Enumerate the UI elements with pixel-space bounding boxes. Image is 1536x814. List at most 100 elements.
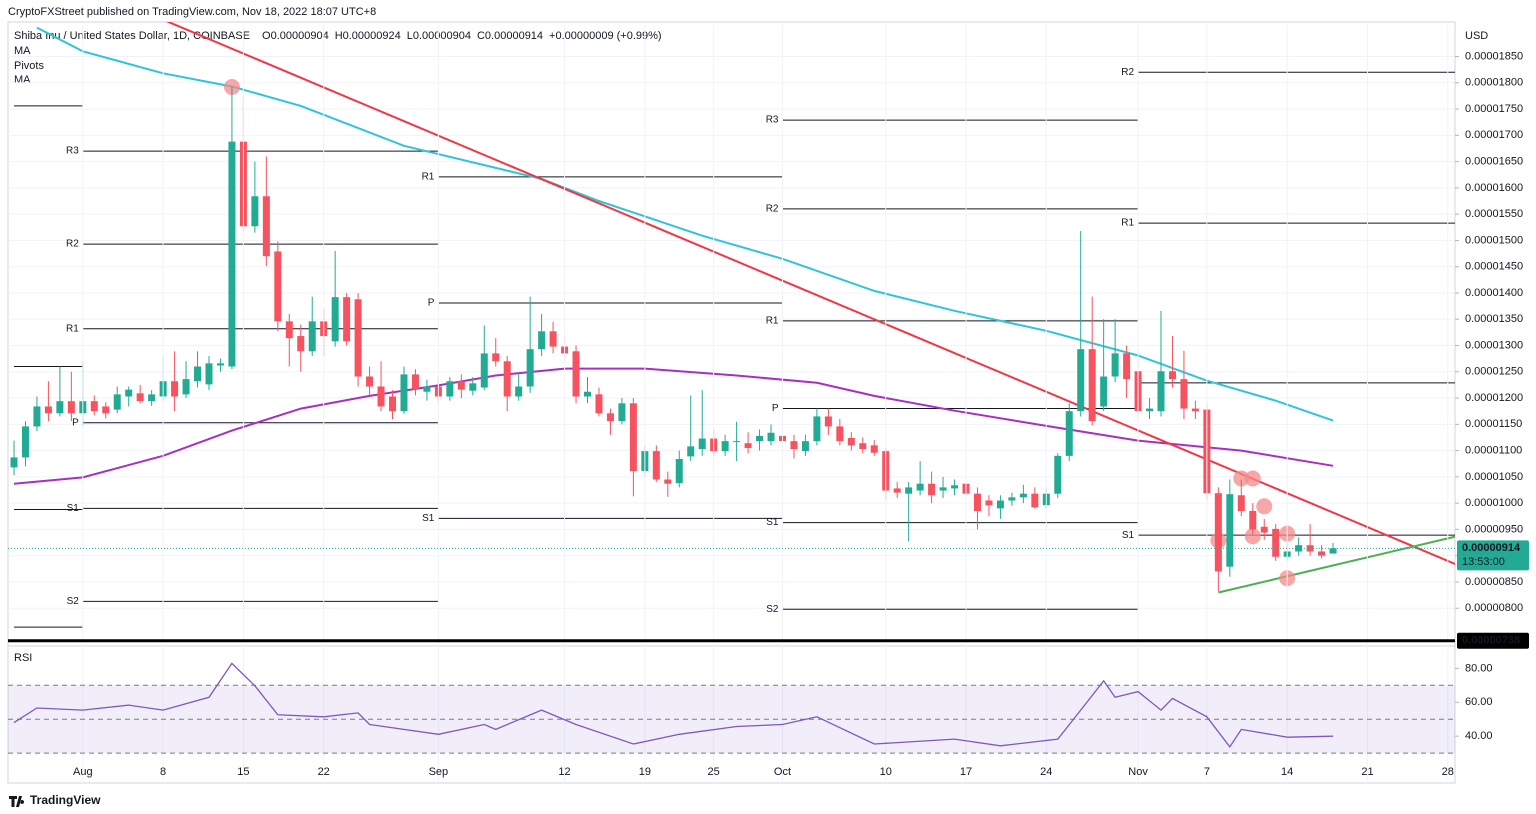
x-tick-label: 15 [237, 766, 249, 778]
candle-body [836, 426, 844, 442]
candle-body [629, 403, 637, 472]
y-tick-label: 0.00001700 [1465, 129, 1523, 141]
y-tick-label: 0.00001550 [1465, 208, 1523, 220]
candle-body [939, 487, 947, 491]
pivot-label: S1 [1122, 530, 1135, 541]
candle-body [33, 406, 41, 427]
rsi-line [13, 662, 1334, 749]
ohlc-value: O0.00000904 [262, 30, 329, 42]
rsi-title: RSI [14, 652, 32, 664]
candle-body [1237, 495, 1245, 512]
x-tick-label: 10 [880, 766, 892, 778]
candle-body [526, 349, 534, 387]
y-tick-label: 0.00001450 [1465, 261, 1523, 273]
candle-body [1123, 353, 1131, 380]
x-tick-label: 12 [558, 766, 570, 778]
candle-body [411, 374, 419, 390]
pivot-label: R1 [422, 171, 435, 182]
highlight [1233, 470, 1250, 487]
x-tick-label: Oct [774, 766, 791, 778]
candle-body [687, 446, 695, 457]
brand-name: TradingView [30, 793, 101, 807]
y-tick-label: 0.00001250 [1465, 366, 1523, 378]
candle-body [859, 443, 867, 450]
countdown: 13:53:00 [1462, 556, 1505, 568]
candle-body [10, 457, 18, 468]
y-tick-label: 0.00001350 [1465, 313, 1523, 325]
frame [7, 21, 1456, 784]
y-tick-label: 0.00001600 [1465, 182, 1523, 194]
candle-body [824, 416, 832, 427]
candle-body [503, 361, 511, 397]
candle-body [916, 483, 924, 491]
rsi-tick-label: 60.00 [1465, 696, 1493, 708]
pivot-label: P [72, 417, 79, 428]
candle-body [469, 383, 477, 391]
candle-body [285, 321, 293, 339]
x-tick-label: Sep [429, 766, 449, 778]
candle-body [251, 196, 259, 227]
y-tick-label: 0.00001000 [1465, 497, 1523, 509]
rsi-tick-label: 80.00 [1465, 662, 1493, 674]
candle-body [572, 351, 580, 397]
x-tick-label: 25 [708, 766, 720, 778]
x-tick-label: Aug [73, 766, 93, 778]
candle-body [480, 353, 488, 388]
y-tick-label: 0.00001050 [1465, 471, 1523, 483]
y-tick-label: 0.00000800 [1465, 602, 1523, 614]
x-tick-label: 17 [960, 766, 972, 778]
candle-body [389, 396, 397, 412]
x-tick-label: 24 [1040, 766, 1052, 778]
trendline [1218, 535, 1455, 594]
candle-body [1031, 493, 1039, 508]
pivot-label: P [772, 403, 779, 414]
candle-body [1077, 349, 1085, 412]
moving-average [13, 367, 1334, 485]
symbol: Shiba Inu / United States Dollar, 1D, CO… [14, 30, 250, 42]
y-tick-label: 0.00001300 [1465, 339, 1523, 351]
pivot-label: R2 [66, 239, 79, 250]
pivot-label: R2 [1121, 67, 1134, 78]
candle-body [400, 374, 408, 412]
y-tick-label: 0.00001100 [1465, 444, 1522, 456]
x-tick-label: 19 [639, 766, 651, 778]
candle-body [744, 443, 752, 448]
candle-body [274, 251, 282, 322]
pivot-label: R2 [766, 204, 779, 215]
candle-body [1260, 526, 1268, 533]
candle-body [194, 366, 202, 382]
legend-item: MA [14, 74, 31, 86]
candle-body [125, 389, 133, 397]
candle-body [102, 406, 110, 414]
candle-body [767, 432, 775, 442]
candle-body [606, 413, 614, 422]
candle-body [297, 336, 305, 352]
pivot-label: R1 [66, 323, 79, 334]
candle-body [366, 376, 374, 387]
candle-body [595, 394, 603, 414]
candle-body [928, 483, 936, 496]
candle-body [1146, 408, 1154, 412]
candle-body [756, 435, 764, 442]
candle-body [343, 297, 351, 342]
rsi-pane [8, 662, 1455, 754]
low-label: 0.00000738 [1462, 635, 1520, 647]
brand: TradingView [9, 793, 101, 807]
x-tick-label: 14 [1281, 766, 1293, 778]
candle-body [847, 437, 855, 446]
candle-body [698, 438, 706, 450]
candle-body [985, 500, 993, 506]
pivot-label: S1 [766, 517, 779, 528]
candle-body [354, 299, 362, 377]
y-tick-label: 0.00001200 [1465, 392, 1523, 404]
y-tick-label: 0.00001650 [1465, 156, 1523, 168]
candle-body [905, 487, 913, 494]
rsi-tick-label: 40.00 [1465, 730, 1493, 742]
candle-body [1065, 411, 1073, 456]
candle-body [216, 363, 224, 366]
candle-body [664, 479, 672, 484]
low-label-box [1457, 632, 1529, 649]
pivot-label: S1 [422, 513, 435, 524]
